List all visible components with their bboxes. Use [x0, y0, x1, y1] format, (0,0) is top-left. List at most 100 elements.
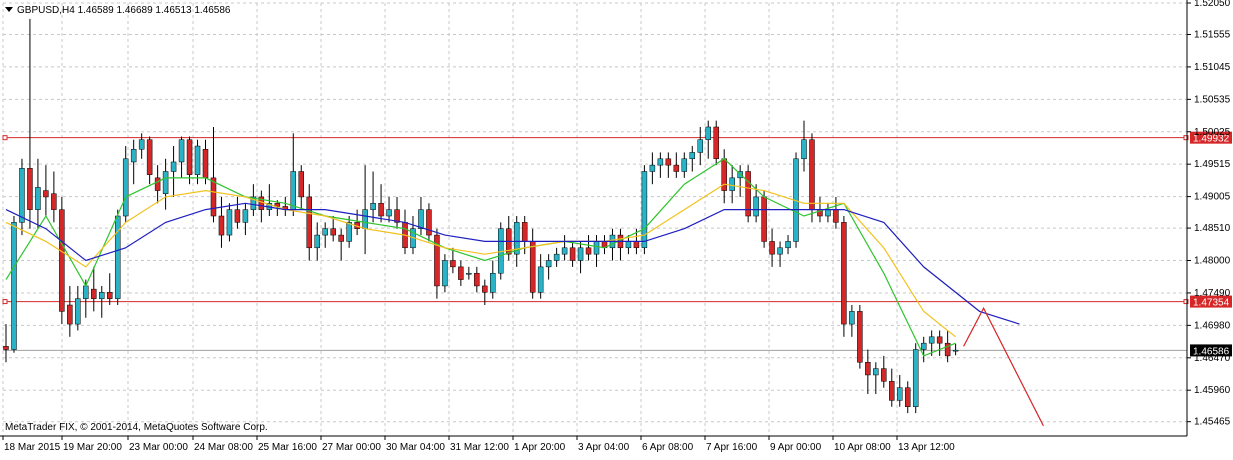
candle-body	[753, 196, 759, 217]
candle-body	[809, 139, 815, 210]
price-axis-label: 1.48510	[1194, 223, 1231, 234]
candle-body	[250, 196, 257, 210]
candle-body	[418, 209, 424, 229]
candle-body	[218, 215, 225, 236]
current-price-tag	[1190, 344, 1232, 357]
candle-body	[114, 215, 121, 299]
candle-body	[897, 387, 903, 401]
candle-body	[346, 222, 352, 242]
candle-body	[426, 209, 432, 236]
candle-body	[801, 139, 807, 160]
time-axis-label: 6 Apr 08:00	[642, 442, 694, 453]
candle-body	[442, 260, 448, 287]
candle-body	[154, 177, 161, 191]
level-handle-left	[2, 135, 8, 141]
triangle-down-icon[interactable]	[5, 7, 13, 12]
candle-body	[928, 336, 935, 344]
time-axis-label: 30 Mar 04:00	[386, 442, 445, 453]
candle-body	[338, 234, 344, 242]
candle-body	[785, 241, 791, 249]
candle-body	[553, 253, 560, 261]
candle-body	[11, 222, 17, 350]
copyright-text: MetaTrader FIX, © 2001-2014, MetaQuotes …	[5, 422, 268, 433]
candle-body	[889, 381, 895, 401]
candle-body	[865, 361, 871, 376]
horizontal-levels: 1.49932 1.47354 1.46586	[2, 131, 1232, 357]
candle-body	[944, 342, 951, 357]
candle-body	[912, 349, 919, 408]
current-price-label: 1.46586	[1193, 346, 1230, 357]
price-axis-label: 1.51045	[1194, 62, 1231, 73]
candle-body	[705, 126, 711, 140]
level-handle-right	[1183, 299, 1189, 305]
price-axis-label: 1.50025	[1194, 127, 1231, 138]
candle-body	[19, 168, 25, 223]
price-axis-label: 1.45960	[1194, 385, 1231, 396]
candle-body	[242, 209, 249, 223]
projection-line	[963, 306, 1044, 427]
candle-body	[234, 209, 241, 223]
price-axis-label: 1.46980	[1194, 320, 1231, 331]
candle-body	[362, 209, 368, 229]
candle-body	[769, 241, 775, 255]
candle-body	[673, 164, 680, 172]
ma-slow-line	[5, 202, 1020, 325]
candle-body	[162, 171, 169, 194]
candle-body	[314, 234, 320, 249]
ma-fast-line	[5, 158, 956, 357]
time-axis-label: 3 Apr 04:00	[578, 442, 630, 453]
price-axis-label: 1.45465	[1194, 417, 1231, 428]
candle-body	[665, 158, 672, 166]
candle-body	[43, 190, 49, 198]
level-handle-left	[2, 299, 8, 305]
time-axis-label: 23 Mar 00:00	[129, 442, 188, 453]
candle-body	[873, 368, 879, 376]
time-axis-label: 10 Apr 08:00	[834, 442, 891, 453]
candle-body	[569, 247, 576, 261]
candle-body	[226, 209, 233, 236]
candle-body	[849, 311, 855, 325]
candle-body	[633, 241, 640, 249]
candle-body	[529, 241, 536, 293]
candle-body	[585, 247, 592, 255]
candle-body	[290, 171, 297, 210]
candle-body	[194, 145, 201, 175]
candle-body	[450, 260, 456, 268]
candle-body	[545, 260, 552, 268]
projection	[963, 306, 1044, 427]
candle-body	[27, 168, 33, 210]
candle-body	[474, 272, 480, 287]
time-axis-label: 7 Apr 16:00	[706, 442, 758, 453]
candle-body	[825, 209, 831, 217]
candle-body	[186, 139, 193, 175]
candle-body	[561, 247, 568, 255]
candle-body	[952, 349, 959, 352]
candle-body	[521, 222, 528, 242]
candle-body	[513, 222, 520, 255]
time-axis-label: 25 Mar 16:00	[258, 442, 317, 453]
price-axis-label: 1.49515	[1194, 159, 1231, 170]
candle-body	[777, 247, 783, 255]
candle-body	[3, 346, 9, 350]
candle-body	[657, 158, 664, 166]
price-axis-label: 1.49005	[1194, 192, 1231, 203]
candle-body	[649, 164, 656, 172]
candle-body	[490, 272, 496, 293]
candle-body	[593, 241, 600, 255]
price-axis-label: 1.48000	[1194, 256, 1231, 267]
candle-body	[394, 209, 400, 223]
candle-body	[681, 158, 688, 172]
candle-body	[729, 177, 735, 191]
candle-body	[713, 126, 719, 160]
candle-body	[210, 177, 217, 217]
candle-body	[370, 203, 376, 210]
candle-body	[689, 152, 696, 160]
level-handle-right	[1183, 135, 1189, 141]
ma-mid-line	[5, 183, 956, 338]
candle-body	[298, 171, 305, 198]
candle-body	[697, 139, 704, 153]
candle-body	[745, 171, 751, 217]
